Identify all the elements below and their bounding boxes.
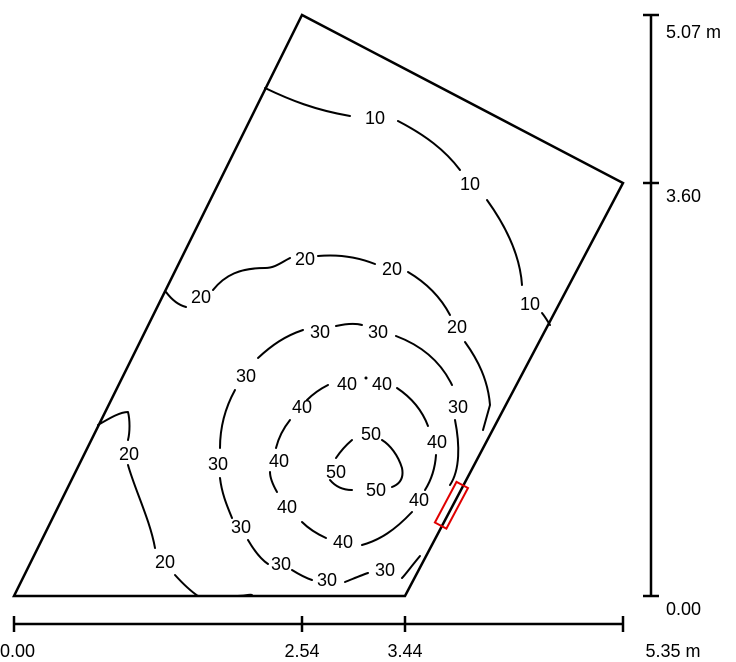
contour-20-main: 20 20 20 20	[165, 249, 491, 431]
x-tick-label: 2.54	[284, 641, 319, 661]
contour-label: 40	[269, 451, 289, 471]
contour-label: 20	[382, 259, 402, 279]
contour-10: 10 10 10	[264, 87, 551, 326]
contour-label: 30	[317, 570, 337, 590]
y-axis: 5.07 m 3.60 0.00	[643, 13, 721, 619]
y-tick-label: 3.60	[666, 186, 701, 206]
contour-label: 50	[326, 462, 346, 482]
contour-30: 30 30 30 30 30 30 30 30 30	[208, 322, 468, 590]
contour-label: 50	[361, 424, 381, 444]
contour-label: 40	[277, 497, 297, 517]
contour-label: 10	[460, 174, 480, 194]
window-marker	[433, 480, 470, 530]
contour-label: 30	[310, 322, 330, 342]
contour-label: 20	[295, 249, 315, 269]
y-tick-label: 5.07 m	[666, 22, 721, 42]
contour-label: 50	[366, 480, 386, 500]
contour-label: 20	[119, 444, 139, 464]
contour-label: 40	[372, 374, 392, 394]
contour-label: 10	[365, 108, 385, 128]
contour-label: 40	[333, 532, 353, 552]
x-tick-label: 3.44	[387, 641, 422, 661]
contour-label: 10	[520, 294, 540, 314]
x-axis: 0.00 2.54 3.44 5.35 m	[0, 616, 701, 661]
contour-50: 50 50 50	[326, 424, 404, 500]
contour-label: 30	[368, 322, 388, 342]
contour-label: 20	[191, 287, 211, 307]
contour-label: 30	[375, 560, 395, 580]
x-tick-label: 5.35 m	[645, 641, 700, 661]
y-tick-label: 0.00	[666, 599, 701, 619]
contour-label: 30	[231, 517, 251, 537]
contour-label: 30	[208, 454, 228, 474]
room-outline	[11, 13, 625, 598]
x-tick-label: 0.00	[0, 641, 35, 661]
contour-label: 30	[448, 397, 468, 417]
contour-label: 20	[155, 552, 175, 572]
contour-40: 40 40 40 40 40 40 40 40	[269, 374, 447, 552]
contour-label: 30	[236, 366, 256, 386]
contour-label: 20	[447, 317, 467, 337]
contour-label: 40	[409, 490, 429, 510]
contour-label: 30	[271, 554, 291, 574]
contour-label: 40	[427, 432, 447, 452]
contour-label: 40	[292, 397, 312, 417]
contour-20-left: 20 20	[97, 411, 253, 597]
contour-label: 40	[337, 374, 357, 394]
